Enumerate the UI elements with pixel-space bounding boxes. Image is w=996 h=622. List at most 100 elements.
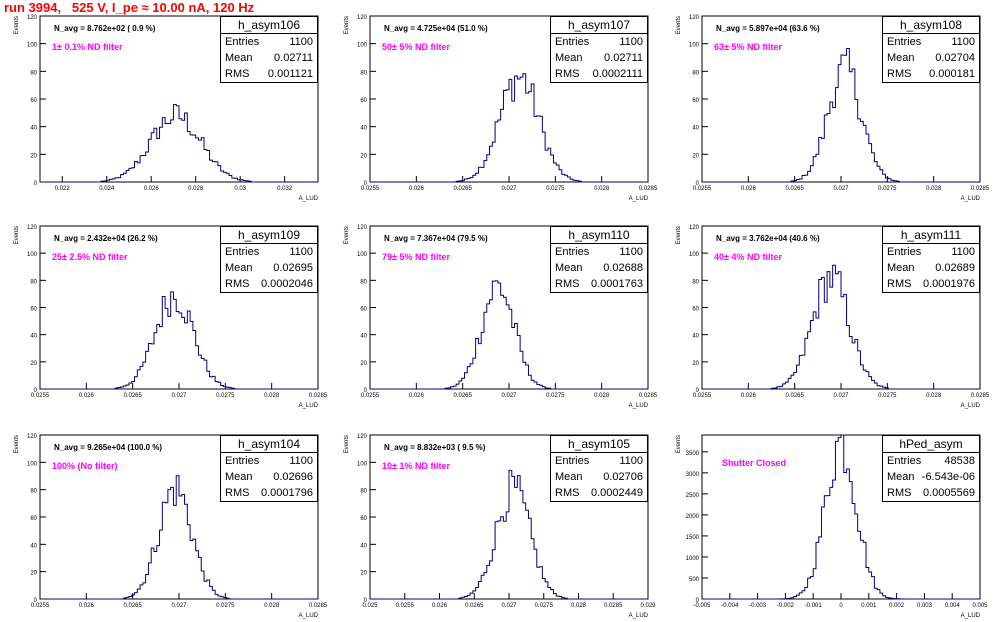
y-tick-label: 20 xyxy=(692,361,699,367)
x-tick-label: -0.004 xyxy=(721,603,739,609)
stats-value: 0.02711 xyxy=(274,52,313,64)
x-axis-title: A_LUD xyxy=(629,613,649,619)
y-tick-label: 120 xyxy=(27,434,38,440)
stats-value: 1100 xyxy=(289,246,313,258)
stats-box: h_asym104 Entries 1100 Mean 0.02696 RMS 0.0001… xyxy=(220,435,318,502)
x-tick-label: 0.027 xyxy=(501,603,517,609)
x-tick-label: 0.0265 xyxy=(453,393,472,399)
histogram-panel: 0 500 1000 1500 2000 2500 3000 3500 -0.005 -0.004… xyxy=(676,434,988,619)
x-tick-label: 0.029 xyxy=(640,603,656,609)
stats-row-mean: Mean 0.02696 xyxy=(221,469,317,485)
stats-box: h_asym107 Entries 1100 Mean 0.02711 RMS 0.0002… xyxy=(550,16,648,83)
y-tick-label: 80 xyxy=(360,279,367,285)
x-tick-label: 0 xyxy=(839,603,843,609)
x-tick-label: 0.03 xyxy=(234,186,246,192)
navg-label: N_avg = 3.762e+04 (40.6 %) xyxy=(716,234,820,243)
stats-row-entries: Entries 1100 xyxy=(551,34,647,50)
y-tick-label: 60 xyxy=(692,307,699,313)
stats-label: Entries xyxy=(887,246,922,258)
x-tick-label: 0.0265 xyxy=(785,186,804,192)
x-tick-label: 0.027 xyxy=(171,603,187,609)
x-tick-label: 0.027 xyxy=(833,393,849,399)
x-tick-label: 0.028 xyxy=(264,603,280,609)
run-title: run 3994, 525 V, I_pe ≈ 10.00 nA, 120 Hz xyxy=(4,0,255,15)
x-tick-label: 0.004 xyxy=(945,603,961,609)
x-tick-label: 0.0275 xyxy=(546,393,565,399)
histogram-line xyxy=(370,280,648,390)
stats-row-entries: Entries 1100 xyxy=(221,453,317,469)
y-tick-label: 100 xyxy=(357,43,368,49)
stats-row-entries: Entries 1100 xyxy=(551,453,647,469)
y-tick-label: 120 xyxy=(357,15,368,21)
histogram-name: h_asym108 xyxy=(883,17,979,34)
histogram-line xyxy=(702,434,980,600)
y-tick-label: 120 xyxy=(689,15,700,21)
filter-label: 50± 5% ND filter xyxy=(382,42,450,52)
stats-row-rms: RMS 0.0005569 xyxy=(883,485,979,501)
stats-value: 0.0005569 xyxy=(923,487,975,499)
stats-value: 1100 xyxy=(289,455,313,467)
stats-value: 1100 xyxy=(619,246,643,258)
stats-row-entries: Entries 1100 xyxy=(883,34,979,50)
stats-value: 0.0001796 xyxy=(261,487,313,499)
x-tick-label: 0.028 xyxy=(926,393,942,399)
histogram-line xyxy=(40,291,318,390)
filter-label: Shutter Closed xyxy=(722,458,786,468)
y-tick-label: 100 xyxy=(689,43,700,49)
histogram-name: h_asym109 xyxy=(221,227,317,244)
stats-row-rms: RMS 0.0001976 xyxy=(883,276,979,292)
y-axis-title: Events xyxy=(14,435,20,453)
stats-label: Entries xyxy=(555,36,590,48)
x-tick-label: 0.0285 xyxy=(971,393,990,399)
x-tick-label: 0.0255 xyxy=(693,186,712,192)
x-tick-label: 0.0265 xyxy=(465,603,484,609)
x-tick-label: 0.0265 xyxy=(453,186,472,192)
stats-value: 0.02706 xyxy=(603,471,643,483)
filter-label: 1± 0.1% ND filter xyxy=(52,42,123,52)
x-tick-label: 0.028 xyxy=(926,186,942,192)
stats-row-entries: Entries 1100 xyxy=(221,34,317,50)
histogram-line xyxy=(702,48,980,183)
y-tick-label: 60 xyxy=(360,307,367,313)
y-axis-title: Events xyxy=(344,16,350,34)
x-tick-label: 0.0275 xyxy=(878,186,897,192)
x-tick-label: 0.026 xyxy=(409,393,425,399)
y-tick-label: 1500 xyxy=(686,535,700,541)
stats-value: 0.0002449 xyxy=(591,487,643,499)
y-tick-label: 80 xyxy=(692,70,699,76)
y-tick-label: 0 xyxy=(34,181,38,187)
stats-row-entries: Entries 1100 xyxy=(551,244,647,260)
y-tick-label: 120 xyxy=(357,225,368,231)
histogram-panel: 0 20 40 60 80 100 120 0.0255 0.026 0.0265 0.027 0.0… xyxy=(14,434,328,619)
stats-label: RMS xyxy=(887,68,912,80)
histogram-name: h_asym107 xyxy=(551,17,647,34)
stats-label: RMS xyxy=(225,278,250,290)
y-tick-label: 120 xyxy=(689,225,700,231)
y-tick-label: 60 xyxy=(360,516,367,522)
stats-label: Mean xyxy=(555,262,583,274)
stats-value: 48538 xyxy=(944,455,975,467)
x-tick-label: 0.0275 xyxy=(535,603,554,609)
y-tick-label: 100 xyxy=(27,461,38,467)
filter-label: 79± 5% ND filter xyxy=(382,252,450,262)
x-tick-label: 0.0255 xyxy=(31,603,50,609)
y-tick-label: 0 xyxy=(364,388,368,394)
stats-label: RMS xyxy=(887,487,912,499)
stats-row-rms: RMS 0.0001796 xyxy=(221,485,317,501)
x-axis-title: A_LUD xyxy=(961,196,981,202)
x-tick-label: 0.0255 xyxy=(361,393,380,399)
histogram-panel: 0 20 40 60 80 100 120 0.0255 0.026 0.0265 0.027 0.0… xyxy=(344,225,658,409)
y-axis-title: Events xyxy=(344,435,350,453)
x-axis-title: A_LUD xyxy=(961,403,981,409)
x-tick-label: 0.0275 xyxy=(216,603,235,609)
filter-label: 10± 1% ND filter xyxy=(382,461,450,471)
x-tick-label: 0.0275 xyxy=(546,186,565,192)
stats-label: RMS xyxy=(225,487,250,499)
y-tick-label: 60 xyxy=(30,516,37,522)
y-tick-label: 60 xyxy=(692,98,699,104)
stats-box: h_asym111 Entries 1100 Mean 0.02689 RMS 0.0001… xyxy=(882,226,980,293)
histogram-name: h_asym104 xyxy=(221,436,317,453)
y-tick-label: 0 xyxy=(696,598,700,604)
histogram-line xyxy=(40,104,318,183)
stats-row-mean: Mean -6.543e-06 xyxy=(883,469,979,485)
